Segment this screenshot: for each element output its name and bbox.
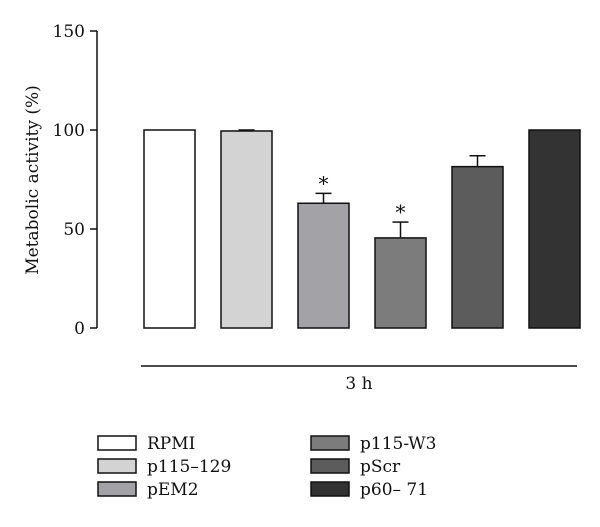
y-axis-title: Metabolic activity (%) [23,85,43,275]
legend-label-1: p115–129 [147,457,231,477]
bar-2 [297,202,350,329]
bars: ** [143,129,581,329]
bar-3 [374,237,427,329]
group-label: 3 h [345,374,372,394]
legend-swatch-3 [310,435,350,451]
legend-swatch-2 [97,481,137,497]
y-tick-label-1: 50 [63,220,85,240]
y-tick-label-3: 150 [53,22,85,42]
legend-label-3: p115-W3 [360,434,436,454]
bar-0 [143,129,196,329]
significance-marker-3: * [396,200,406,224]
legend-swatch-5 [310,481,350,497]
legend-label-5: p60– 71 [360,480,428,500]
legend: RPMI p115–129 pEM2 p115-W3 pScr p60– 71 [97,434,436,500]
bar-5 [528,129,581,329]
legend-label-0: RPMI [147,434,195,454]
legend-label-4: pScr [360,457,401,477]
bar-1 [220,130,273,329]
y-tick-label-0: 0 [74,319,85,339]
legend-swatch-4 [310,458,350,474]
y-axis: 0 50 100 150 [53,22,98,339]
y-tick-label-2: 100 [53,121,85,141]
legend-swatch-0 [97,435,137,451]
significance-marker-2: * [319,171,329,195]
bar-4 [451,165,504,329]
legend-swatch-1 [97,458,137,474]
legend-label-2: pEM2 [147,480,199,500]
